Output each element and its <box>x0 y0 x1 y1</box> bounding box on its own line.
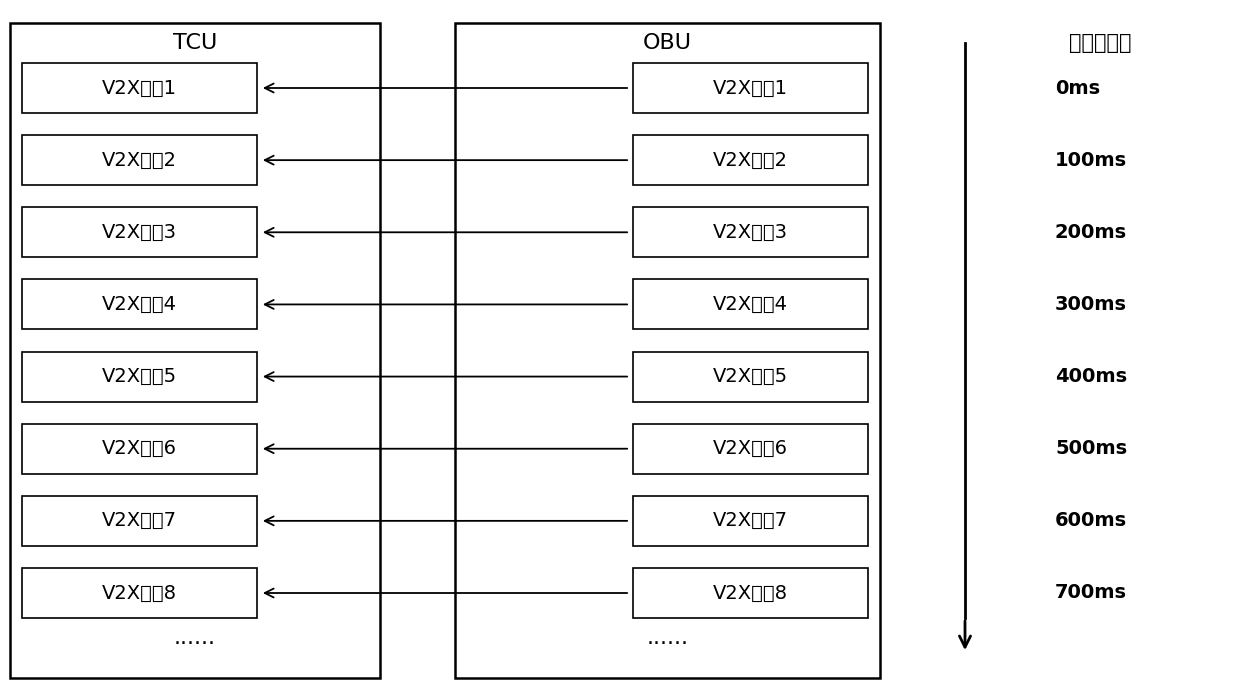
Bar <box>633 496 869 546</box>
Text: 600ms: 600ms <box>1054 512 1127 530</box>
Text: V2X消息4: V2X消息4 <box>102 295 177 314</box>
Bar <box>22 568 256 618</box>
Text: 0ms: 0ms <box>1054 78 1100 98</box>
Text: V2X消息8: V2X消息8 <box>102 584 177 602</box>
Bar <box>22 496 256 546</box>
Bar <box>633 63 869 113</box>
Text: ......: ...... <box>647 628 689 648</box>
Text: V2X消息7: V2X消息7 <box>102 512 177 530</box>
Text: V2X消息8: V2X消息8 <box>712 584 788 602</box>
Bar <box>22 135 256 185</box>
Text: TCU: TCU <box>173 33 217 53</box>
Text: 500ms: 500ms <box>1054 439 1127 458</box>
Text: V2X消息3: V2X消息3 <box>102 223 177 242</box>
Bar <box>22 279 256 329</box>
Text: OBU: OBU <box>643 33 693 53</box>
Text: V2X消息5: V2X消息5 <box>102 367 177 386</box>
Bar <box>633 279 869 329</box>
Text: 200ms: 200ms <box>1054 223 1127 242</box>
Text: V2X消息3: V2X消息3 <box>712 223 788 242</box>
Text: 700ms: 700ms <box>1054 584 1127 602</box>
Text: V2X消息7: V2X消息7 <box>712 512 788 530</box>
Text: V2X消息6: V2X消息6 <box>712 439 788 458</box>
Text: ......: ...... <box>173 628 216 648</box>
Bar <box>10 23 380 678</box>
Text: V2X消息1: V2X消息1 <box>712 78 788 98</box>
Text: 400ms: 400ms <box>1054 367 1127 386</box>
Text: V2X消息2: V2X消息2 <box>712 151 788 170</box>
Bar <box>633 424 869 474</box>
Bar <box>633 135 869 185</box>
Text: V2X消息4: V2X消息4 <box>712 295 788 314</box>
Text: V2X消息2: V2X消息2 <box>102 151 177 170</box>
Bar <box>22 207 256 258</box>
Text: 周期时间点: 周期时间点 <box>1069 33 1131 53</box>
Bar <box>22 352 256 401</box>
Bar <box>633 207 869 258</box>
Bar <box>22 424 256 474</box>
Text: V2X消息5: V2X消息5 <box>712 367 788 386</box>
Bar <box>455 23 880 678</box>
Text: V2X消息1: V2X消息1 <box>102 78 177 98</box>
Text: V2X消息6: V2X消息6 <box>102 439 177 458</box>
Bar <box>633 568 869 618</box>
Text: 100ms: 100ms <box>1054 151 1127 170</box>
Text: 300ms: 300ms <box>1054 295 1127 314</box>
Bar <box>633 352 869 401</box>
Bar <box>22 63 256 113</box>
